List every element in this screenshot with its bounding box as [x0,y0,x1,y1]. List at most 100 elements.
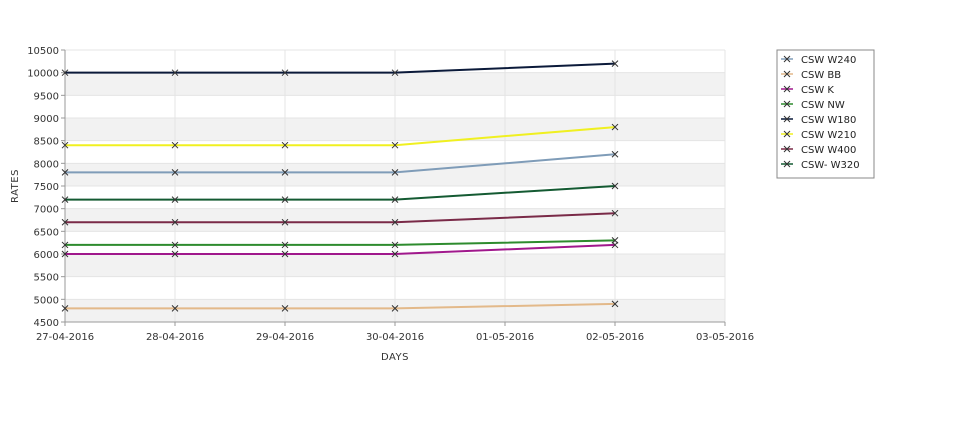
series [61,182,619,203]
data-point [281,169,289,176]
legend-label: CSW W400 [801,145,856,156]
y-tick-label: 6500 [34,227,59,238]
y-axis-title: RATES [10,169,21,203]
data-point [611,237,619,244]
data-point [61,169,69,176]
legend-label: CSW W240 [801,55,856,66]
legend-item: CSW NW [781,100,845,111]
series [61,300,619,312]
x-tick-label: 28-04-2016 [146,332,204,343]
x-tick-label: 02-05-2016 [586,332,644,343]
data-point [391,250,399,258]
legend-marker [783,100,791,108]
y-tick-label: 5500 [34,273,59,284]
x-tick-label: 01-05-2016 [476,332,534,343]
series-line [65,239,616,246]
y-tick-label: 6000 [34,250,59,261]
data-point [61,69,69,77]
x-tick-label: 30-04-2016 [366,332,424,343]
series [61,123,619,149]
legend-label: CSW BB [801,70,841,81]
legend-label: CSW K [801,85,834,96]
series-line [65,185,616,201]
data-point [61,305,69,312]
data-point [391,218,399,226]
series-line [65,243,616,255]
y-tick-label: 4500 [34,318,59,329]
y-tick-label: 9000 [34,114,59,125]
data-point [281,141,289,149]
series [61,209,619,226]
y-tick-label: 8500 [34,137,59,148]
y-tick-label: 10000 [27,69,59,80]
legend-marker [783,55,791,63]
data-point [391,69,399,77]
data-point [171,305,179,312]
data-point [391,241,399,249]
data-point [281,305,289,312]
legend: CSW W240 CSW BB CSW K CSW NW CSW W180 CSW W21… [776,49,875,179]
legend-marker [783,115,791,123]
legend-marker [783,70,791,78]
legend-marker [783,130,791,138]
data-point [391,141,399,149]
data-point [391,196,399,203]
x-axis-ticks: 27-04-2016 28-04-2016 29-04-2016 30-04-2016… [36,322,754,343]
data-point [61,218,69,226]
legend-item: CSW BB [781,70,841,81]
data-point [281,241,289,249]
series [61,150,619,176]
legend-marker [783,145,791,153]
legend-item: CSW K [781,85,834,96]
y-tick-label: 9500 [34,91,59,102]
data-point [171,141,179,149]
series-line [65,62,616,74]
legend-box [776,49,875,179]
legend-item: CSW W180 [781,115,856,126]
y-tick-label: 8000 [34,159,59,170]
data-point [171,196,179,203]
data-point [61,241,69,249]
data-point [611,150,619,158]
data-point [171,69,179,77]
data-point [61,250,69,258]
data-point [611,182,619,190]
data-point [61,141,69,149]
legend-marker [783,160,791,168]
legend-label: CSW W210 [801,130,856,141]
data-point [281,196,289,203]
legend-item: CSW W240 [781,55,856,66]
data-point [391,169,399,176]
data-point [171,241,179,249]
data-point [61,196,69,203]
data-point [281,218,289,226]
series-group [61,60,619,312]
series [61,60,619,77]
legend-label: CSW NW [801,100,845,111]
x-axis-title: DAYS [381,352,409,363]
y-tick-label: 7000 [34,205,59,216]
data-point [281,250,289,258]
data-point [171,218,179,226]
data-point [171,250,179,258]
data-point [611,60,619,67]
data-point [171,169,179,176]
x-tick-label: 29-04-2016 [256,332,314,343]
y-tick-label: 5000 [34,295,59,306]
data-point [281,69,289,77]
legend-label: CSW- W320 [801,160,860,171]
series [61,237,619,249]
legend-label: CSW W180 [801,115,856,126]
legend-item: CSW W210 [781,130,856,141]
data-point [611,209,619,217]
data-point [611,300,619,308]
data-point [391,305,399,312]
legend-item: CSW- W320 [781,160,860,171]
legend-item: CSW W400 [781,145,856,156]
legend-marker [783,85,791,93]
x-tick-label: 03-05-2016 [696,332,754,343]
x-tick-label: 27-04-2016 [36,332,94,343]
y-tick-label: 10500 [27,46,59,57]
